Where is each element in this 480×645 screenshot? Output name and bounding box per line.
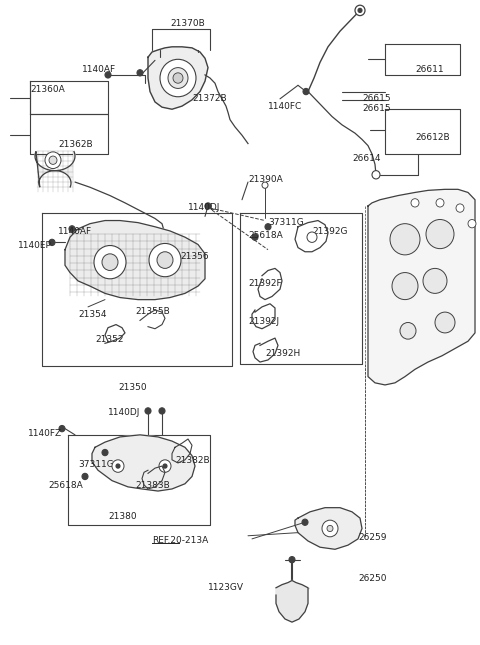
- Circle shape: [82, 473, 88, 480]
- Polygon shape: [368, 190, 475, 385]
- Circle shape: [145, 408, 151, 414]
- Circle shape: [435, 312, 455, 333]
- Circle shape: [355, 5, 365, 15]
- Text: 21382B: 21382B: [175, 455, 210, 464]
- Circle shape: [327, 526, 333, 531]
- Text: 26250: 26250: [358, 574, 386, 583]
- Circle shape: [265, 224, 271, 230]
- Circle shape: [59, 426, 65, 432]
- Text: 26611: 26611: [415, 64, 444, 74]
- Text: 25618A: 25618A: [248, 231, 283, 240]
- Circle shape: [116, 464, 120, 468]
- Text: 1140DJ: 1140DJ: [188, 203, 220, 212]
- Text: 26259: 26259: [358, 533, 386, 542]
- Circle shape: [149, 243, 181, 277]
- Text: 26615: 26615: [362, 94, 391, 103]
- Circle shape: [94, 246, 126, 279]
- Circle shape: [358, 8, 362, 12]
- Text: 21380: 21380: [108, 512, 137, 521]
- Circle shape: [322, 520, 338, 537]
- Text: 1140FZ: 1140FZ: [28, 429, 62, 437]
- Circle shape: [400, 322, 416, 339]
- Circle shape: [49, 239, 55, 246]
- Circle shape: [392, 273, 418, 300]
- Polygon shape: [295, 508, 362, 550]
- Polygon shape: [65, 221, 205, 300]
- Circle shape: [372, 171, 380, 179]
- Polygon shape: [35, 152, 75, 187]
- Text: 21356: 21356: [180, 252, 209, 261]
- Text: 21362B: 21362B: [58, 141, 93, 150]
- Text: 21352: 21352: [95, 335, 123, 344]
- Text: 26615: 26615: [362, 104, 391, 113]
- Circle shape: [157, 252, 173, 268]
- Text: 1140FC: 1140FC: [268, 102, 302, 111]
- Text: 21383B: 21383B: [135, 481, 170, 490]
- Circle shape: [303, 88, 309, 95]
- Circle shape: [168, 68, 188, 88]
- Circle shape: [102, 450, 108, 455]
- Text: 37311G: 37311G: [78, 460, 114, 469]
- Text: 26612B: 26612B: [415, 133, 450, 142]
- Text: 21370B: 21370B: [170, 19, 205, 28]
- Circle shape: [173, 73, 183, 83]
- Circle shape: [262, 182, 268, 188]
- Text: 1140DJ: 1140DJ: [108, 408, 140, 417]
- Circle shape: [468, 219, 476, 228]
- Text: 1123GV: 1123GV: [208, 582, 244, 591]
- Text: 21392J: 21392J: [248, 317, 279, 326]
- Text: 1140EP: 1140EP: [18, 241, 52, 250]
- Text: 21392F: 21392F: [248, 279, 282, 288]
- Circle shape: [163, 464, 167, 468]
- Circle shape: [302, 519, 308, 526]
- Circle shape: [159, 460, 171, 472]
- Circle shape: [289, 557, 295, 563]
- Circle shape: [436, 199, 444, 207]
- Circle shape: [160, 59, 196, 97]
- Circle shape: [102, 254, 118, 270]
- Text: 21392H: 21392H: [265, 348, 300, 357]
- Polygon shape: [148, 47, 208, 109]
- Text: 21355B: 21355B: [135, 307, 170, 316]
- Text: 21390A: 21390A: [248, 175, 283, 184]
- Text: 1140AF: 1140AF: [58, 227, 92, 236]
- Circle shape: [49, 156, 57, 164]
- Text: REF.20-213A: REF.20-213A: [152, 536, 208, 545]
- Polygon shape: [92, 435, 195, 491]
- Circle shape: [426, 219, 454, 248]
- Text: 21350: 21350: [118, 383, 146, 392]
- Circle shape: [252, 234, 258, 241]
- Text: 26614: 26614: [352, 154, 381, 163]
- Text: 21392G: 21392G: [312, 227, 348, 236]
- Circle shape: [205, 203, 211, 209]
- Polygon shape: [276, 580, 308, 622]
- Text: 1140AF: 1140AF: [82, 64, 116, 74]
- Text: 25618A: 25618A: [48, 481, 83, 490]
- Text: 37311G: 37311G: [268, 219, 304, 228]
- Circle shape: [112, 460, 124, 472]
- Circle shape: [456, 204, 464, 212]
- Circle shape: [307, 232, 317, 243]
- Circle shape: [423, 268, 447, 293]
- Text: 21360A: 21360A: [30, 85, 65, 94]
- Text: 21354: 21354: [78, 310, 107, 319]
- Circle shape: [411, 199, 419, 207]
- Circle shape: [137, 70, 143, 76]
- Circle shape: [105, 72, 111, 78]
- Circle shape: [45, 152, 61, 168]
- Circle shape: [69, 226, 75, 232]
- Text: 21372B: 21372B: [192, 94, 227, 103]
- Circle shape: [159, 408, 165, 414]
- Circle shape: [390, 224, 420, 255]
